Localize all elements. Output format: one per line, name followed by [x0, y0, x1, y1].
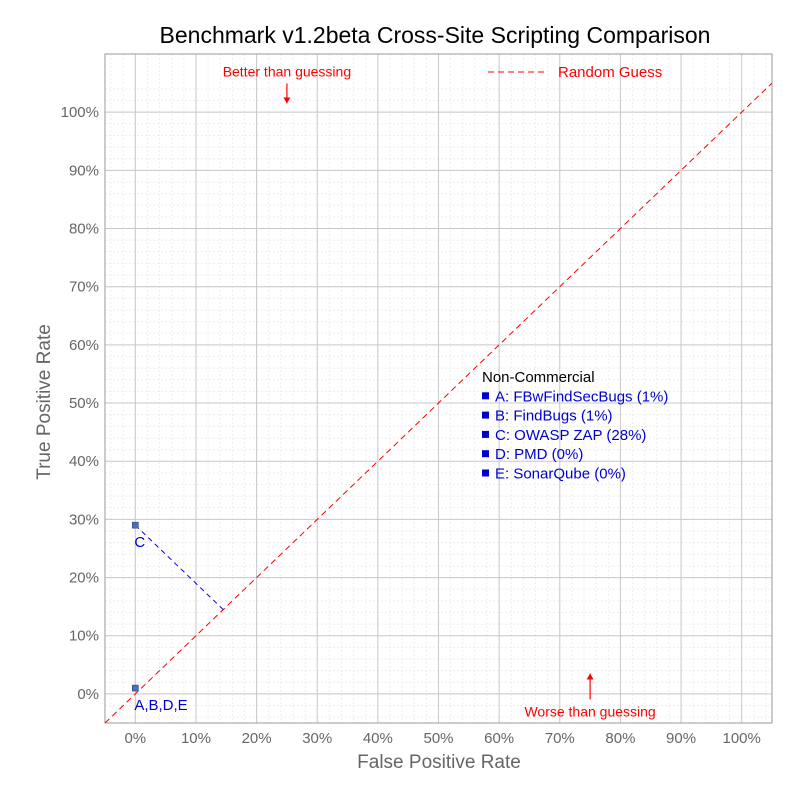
x-tick-label: 10%	[181, 730, 211, 747]
x-tick-label: 50%	[423, 730, 453, 747]
legend-item: C: OWASP ZAP (28%)	[495, 427, 646, 444]
legend-item-marker	[482, 430, 489, 438]
x-tick-label: 30%	[302, 730, 332, 747]
y-tick-label: 50%	[69, 395, 99, 412]
better-arrow-head	[283, 97, 291, 104]
y-tick-label: 10%	[69, 628, 99, 645]
data-points: A,B,D,E C	[132, 521, 188, 714]
legend-item-marker	[482, 450, 489, 458]
y-tick-label: 40%	[69, 453, 99, 470]
distance-line	[134, 524, 224, 610]
y-tick-label: 90%	[69, 162, 99, 179]
plot-frame	[104, 53, 773, 724]
point-marker	[132, 684, 139, 692]
worse-than-guessing-label: Worse than guessing	[524, 703, 655, 719]
y-tick-label: 100%	[61, 104, 99, 121]
legend-item: D: PMD (0%)	[495, 446, 583, 463]
x-tick-label: 20%	[242, 730, 272, 747]
x-axis-ticks: 0% 10% 20% 30% 40% 50% 60% 70% 80% 90% 100%	[124, 730, 760, 747]
point-marker	[132, 521, 139, 529]
x-tick-label: 40%	[363, 730, 393, 747]
x-tick-label: 0%	[124, 730, 146, 747]
random-guess-legend-label: Random Guess	[558, 64, 662, 81]
x-tick-label: 100%	[722, 730, 760, 747]
x-tick-label: 80%	[605, 730, 635, 747]
point-label: C	[134, 534, 145, 551]
y-tick-label: 0%	[77, 686, 99, 703]
legend-item: B: FindBugs (1%)	[495, 408, 613, 425]
legend-item: E: SonarQube (0%)	[495, 466, 626, 483]
chart-title: Benchmark v1.2beta Cross-Site Scripting …	[160, 22, 711, 48]
x-axis-label: False Positive Rate	[357, 752, 521, 773]
y-tick-label: 60%	[69, 337, 99, 354]
y-tick-label: 30%	[69, 511, 99, 528]
legend-item: A: FBwFindSecBugs (1%)	[495, 388, 668, 405]
major-grid	[105, 54, 772, 723]
y-axis-label: True Positive Rate	[34, 324, 55, 480]
y-tick-label: 80%	[69, 221, 99, 238]
worse-arrow-head	[586, 673, 594, 680]
random-guess-line	[104, 82, 773, 724]
legend-heading: Non-Commercial	[482, 369, 595, 386]
x-tick-label: 90%	[666, 730, 696, 747]
tool-legend: Non-Commercial A: FBwFindSecBugs (1%) B: F…	[482, 369, 668, 483]
better-than-guessing-label: Better than guessing	[223, 63, 351, 79]
y-tick-label: 20%	[69, 570, 99, 587]
legend-item-marker	[482, 411, 489, 419]
y-axis-ticks: 0% 10% 20% 30% 40% 50% 60% 70% 80% 90% 100%	[61, 104, 99, 703]
point-label: A,B,D,E	[134, 697, 187, 714]
random-guess-legend: Random Guess	[488, 64, 662, 81]
annotations: Better than guessing Worse than guessing	[223, 63, 656, 719]
x-tick-label: 60%	[484, 730, 514, 747]
legend-item-marker	[482, 392, 489, 400]
y-tick-label: 70%	[69, 279, 99, 296]
x-tick-label: 70%	[545, 730, 575, 747]
legend-item-marker	[482, 469, 489, 477]
